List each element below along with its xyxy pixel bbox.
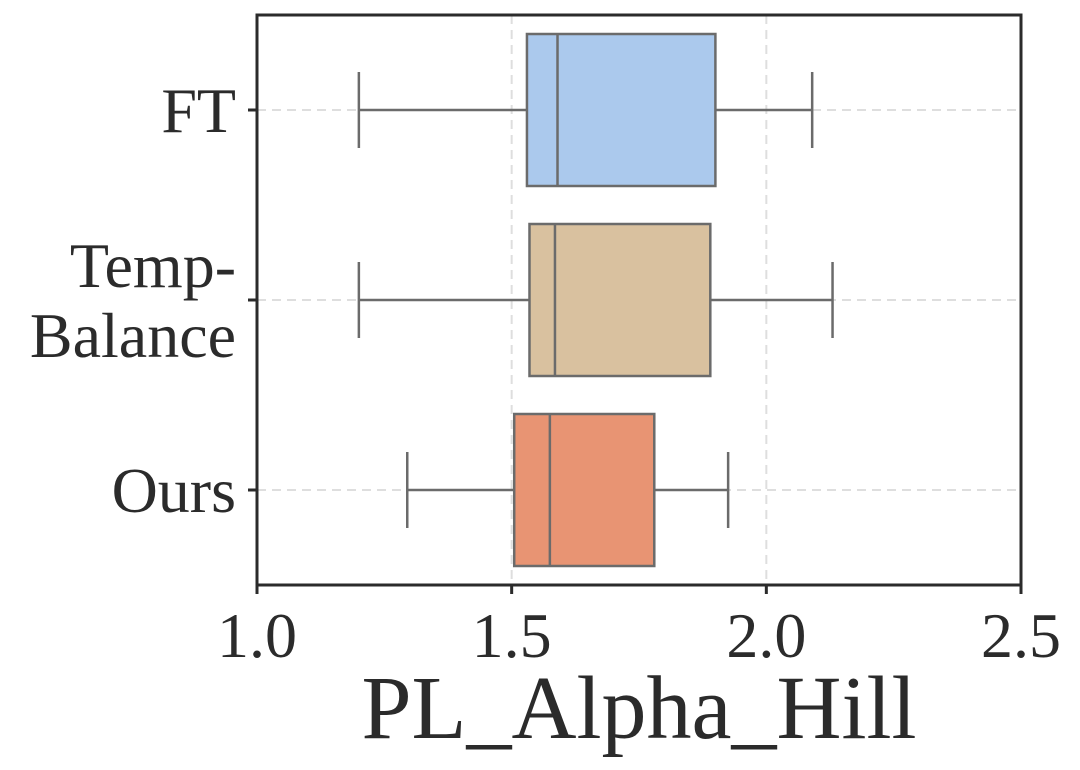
box-group	[357, 32, 814, 188]
y-tick-label: Balance	[30, 300, 236, 371]
x-tick-label: 2.5	[981, 600, 1061, 671]
x-tick-label: 2.0	[726, 600, 806, 671]
y-tick-label: FT	[161, 75, 236, 146]
x-axis-title: PL_Alpha_Hill	[362, 659, 917, 758]
x-tick-label: 1.5	[472, 600, 552, 671]
box-iqr	[525, 32, 717, 188]
x-tick-label: 1.0	[217, 600, 297, 671]
box-group	[357, 222, 834, 378]
box-iqr	[528, 222, 712, 378]
box-iqr	[512, 412, 656, 568]
box-group	[406, 412, 730, 568]
y-tick-label: Ours	[112, 455, 236, 526]
y-tick-label: Temp-	[70, 230, 236, 301]
box-layer	[357, 32, 834, 568]
axis-layer: 1.0 1.5 2.0 2.5 FT Temp-Balance Ours	[30, 13, 1061, 671]
